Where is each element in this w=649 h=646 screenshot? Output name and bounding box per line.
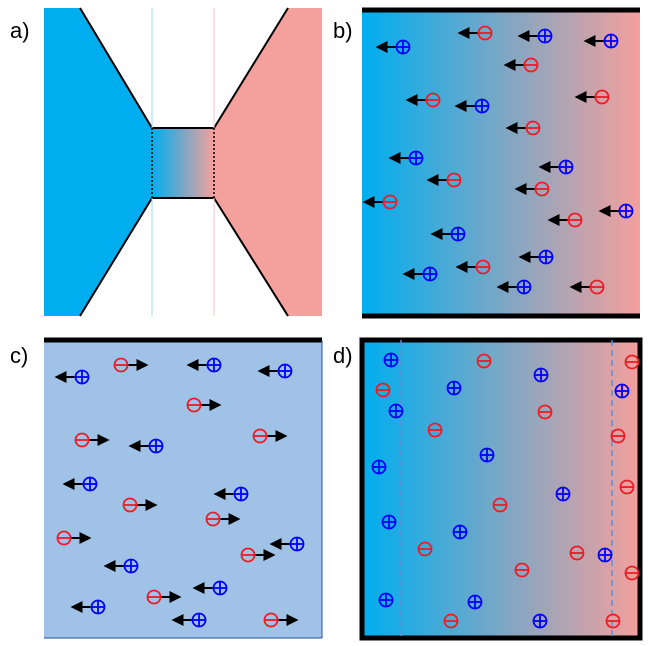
panel-label-a: a) xyxy=(10,18,30,43)
red-reservoir xyxy=(214,8,322,316)
positive-ion-icon xyxy=(452,524,468,540)
negative-ion-icon xyxy=(537,404,553,420)
positive-ion-icon xyxy=(538,159,574,175)
positive-ion-icon xyxy=(388,150,424,166)
blue-reservoir xyxy=(44,8,152,316)
reservoir-wall-right-bottom xyxy=(213,197,289,317)
negative-ion-icon xyxy=(240,547,276,563)
positive-ion-icon xyxy=(388,403,404,419)
negative-ion-icon xyxy=(569,279,605,295)
negative-ion-icon xyxy=(605,613,621,629)
reservoir-wall-right-top xyxy=(213,7,289,129)
panel-label-c: c) xyxy=(10,343,29,368)
positive-ion-icon xyxy=(467,594,483,610)
positive-ion-icon xyxy=(454,98,490,114)
positive-ion-icon xyxy=(518,249,554,265)
negative-ion-icon xyxy=(514,562,530,578)
panel-label-b: b) xyxy=(333,18,353,43)
negative-ion-icon xyxy=(610,428,626,444)
positive-ion-icon xyxy=(532,613,548,629)
panel-d-channel xyxy=(359,337,643,641)
negative-ion-icon xyxy=(122,497,158,513)
positive-ion-icon xyxy=(269,536,305,552)
positive-ion-icon xyxy=(381,514,397,530)
positive-ion-icon xyxy=(517,28,553,44)
positive-ion-icon xyxy=(375,39,411,55)
negative-ion-icon xyxy=(56,530,92,546)
negative-ion-icon xyxy=(375,382,391,398)
positive-ion-icon xyxy=(430,226,466,242)
negative-ion-icon xyxy=(619,479,635,495)
negative-ion-icon xyxy=(514,181,550,197)
negative-ion-icon xyxy=(455,259,491,275)
negative-ion-icon xyxy=(624,565,640,581)
negative-ion-icon xyxy=(574,89,610,105)
positive-ion-icon xyxy=(614,383,630,399)
positive-ion-icon xyxy=(171,612,207,628)
positive-ion-icon xyxy=(598,203,634,219)
positive-ion-icon xyxy=(257,363,293,379)
negative-ion-icon xyxy=(503,57,539,73)
negative-ion-icon xyxy=(443,613,459,629)
panel-a-diagram xyxy=(44,7,322,317)
panel-c-diagram xyxy=(44,337,323,639)
negative-ion-icon xyxy=(405,92,441,108)
positive-ion-icon xyxy=(186,357,222,373)
reservoir-wall-left-top xyxy=(79,7,153,129)
negative-ion-icon xyxy=(427,422,443,438)
negative-ion-icon xyxy=(113,357,149,373)
reservoir-wall-left-bottom xyxy=(79,197,153,317)
positive-ion-icon xyxy=(54,369,90,385)
negative-ion-icon xyxy=(252,428,288,444)
negative-ion-icon xyxy=(426,172,462,188)
negative-ion-icon xyxy=(146,589,182,605)
positive-ion-icon xyxy=(446,380,462,396)
positive-ion-icon xyxy=(597,547,613,563)
negative-ion-icon xyxy=(476,353,492,369)
panel-d-diagram xyxy=(359,337,643,641)
nanochannel xyxy=(152,128,214,198)
panel-b-channel xyxy=(362,10,640,316)
positive-ion-icon xyxy=(213,486,249,502)
negative-ion-icon xyxy=(569,545,585,561)
positive-ion-icon xyxy=(533,367,549,383)
negative-ion-icon xyxy=(186,397,222,413)
positive-ion-icon xyxy=(62,476,98,492)
positive-ion-icon xyxy=(383,352,399,368)
panel-label-d: d) xyxy=(333,343,353,368)
negative-ion-icon xyxy=(74,432,110,448)
negative-ion-icon xyxy=(492,497,508,513)
negative-ion-icon xyxy=(362,194,398,210)
positive-ion-icon xyxy=(583,33,619,49)
positive-ion-icon xyxy=(371,459,387,475)
negative-ion-icon xyxy=(624,354,640,370)
negative-ion-icon xyxy=(263,612,299,628)
negative-ion-icon xyxy=(457,25,493,41)
positive-ion-icon xyxy=(192,580,228,596)
panel-b-diagram xyxy=(362,7,640,319)
negative-ion-icon xyxy=(417,541,433,557)
positive-ion-icon xyxy=(103,558,139,574)
positive-ion-icon xyxy=(479,447,495,463)
positive-ion-icon xyxy=(496,279,532,295)
positive-ion-icon xyxy=(70,599,106,615)
positive-ion-icon xyxy=(378,592,394,608)
negative-ion-icon xyxy=(547,212,583,228)
positive-ion-icon xyxy=(402,266,438,282)
negative-ion-icon xyxy=(505,120,541,136)
positive-ion-icon xyxy=(128,438,164,454)
negative-ion-icon xyxy=(205,511,241,527)
positive-ion-icon xyxy=(555,486,571,502)
